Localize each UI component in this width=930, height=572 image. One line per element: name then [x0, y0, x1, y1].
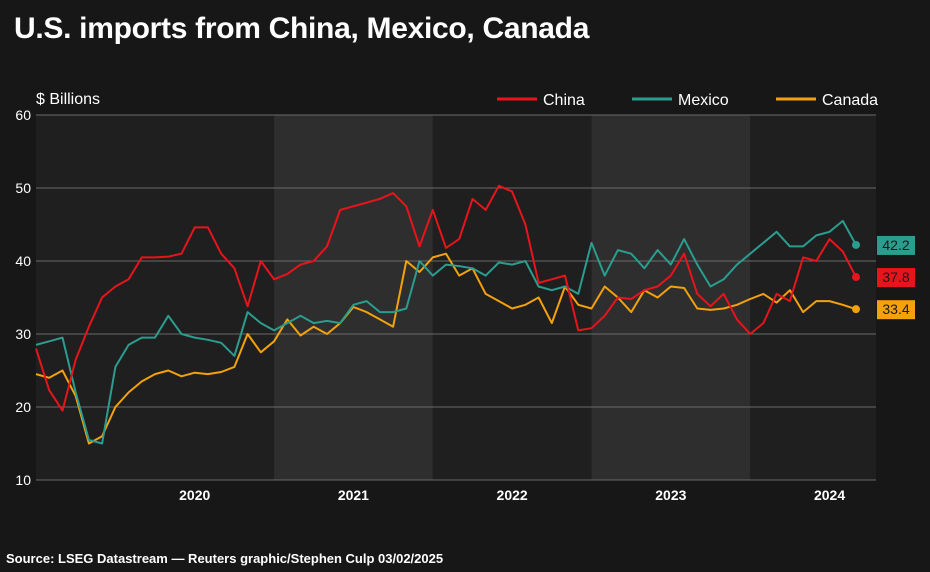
x-tick-label: 2024 — [814, 487, 845, 503]
x-tick-label: 2021 — [338, 487, 369, 503]
end-label-box — [877, 235, 915, 255]
end-label-box — [877, 300, 915, 320]
y-tick-label: 10 — [15, 472, 31, 488]
y-tick-label: 40 — [15, 253, 31, 269]
y-axis-label: $ Billions — [36, 91, 100, 108]
year-band — [750, 115, 876, 480]
year-band — [432, 115, 592, 480]
end-point-china — [852, 273, 860, 282]
end-point-mexico — [852, 240, 860, 249]
legend-label: Mexico — [678, 92, 729, 109]
end-label-mexico: 42.2 — [877, 235, 915, 255]
chart-title: U.S. imports from China, Mexico, Canada — [14, 12, 590, 45]
legend-label: China — [543, 92, 585, 109]
x-tick-label: 2020 — [179, 487, 210, 503]
end-label-canada: 33.4 — [877, 300, 915, 320]
end-label-value: 42.2 — [882, 237, 909, 253]
series-line-china — [35, 184, 857, 412]
legend-label: Canada — [822, 92, 878, 109]
y-tick-label: 30 — [15, 326, 31, 342]
end-label-china: 37.8 — [877, 268, 915, 288]
legend-item-mexico: Mexico — [632, 92, 729, 109]
source-note: Source: LSEG Datastream — Reuters graphi… — [6, 551, 444, 566]
series-line-mexico — [35, 219, 857, 445]
y-tick-label: 20 — [15, 399, 31, 415]
year-band — [115, 115, 275, 480]
year-band — [274, 115, 433, 480]
end-label-value: 37.8 — [882, 269, 909, 285]
end-label-value: 33.4 — [882, 301, 909, 317]
legend-item-china: China — [497, 92, 585, 109]
end-label-box — [877, 268, 915, 288]
series-line-canada — [35, 252, 857, 445]
x-tick-label: 2023 — [655, 487, 686, 503]
y-tick-label: 60 — [15, 107, 31, 123]
x-tick-label: 2022 — [497, 487, 528, 503]
end-point-canada — [852, 305, 860, 314]
legend-item-canada: Canada — [776, 92, 878, 109]
y-tick-label: 50 — [15, 180, 31, 196]
